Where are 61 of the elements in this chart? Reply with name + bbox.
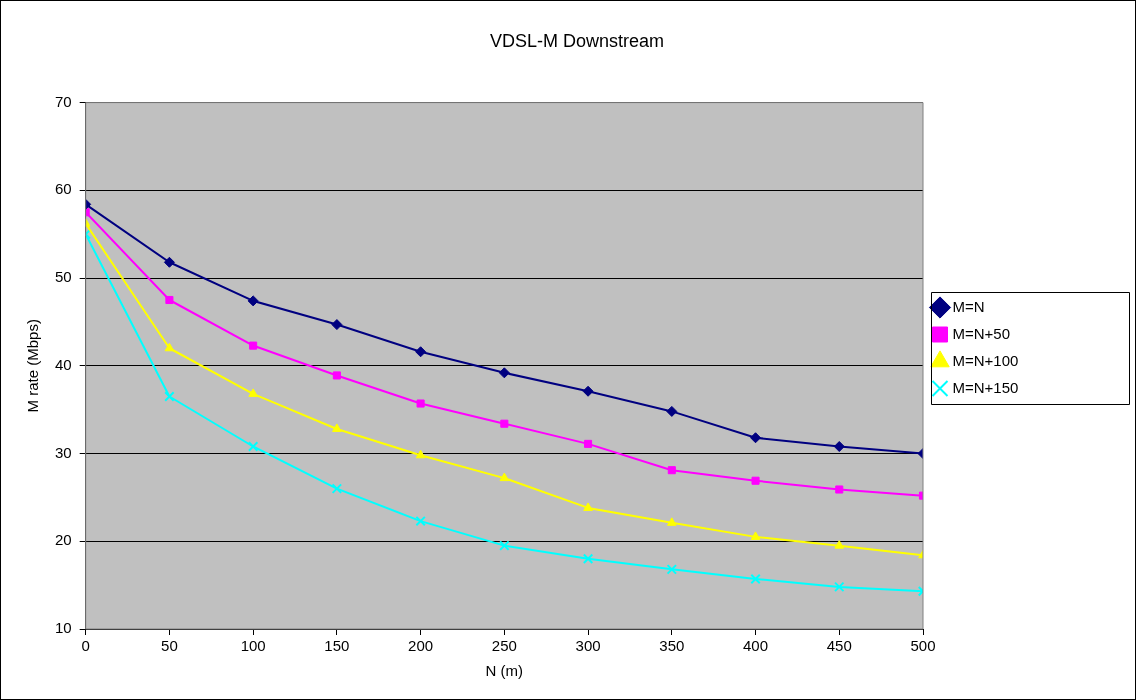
y-tick-label: 70 [55, 92, 72, 110]
point [249, 341, 258, 350]
point [666, 564, 678, 575]
x-axis-title: N (m) [485, 662, 524, 680]
point [331, 483, 343, 494]
point [500, 419, 509, 428]
point [751, 476, 760, 485]
point [667, 466, 676, 475]
point [165, 295, 174, 305]
point [416, 399, 425, 408]
point [499, 540, 510, 551]
x-tick-label: 250 [491, 637, 517, 655]
point [248, 388, 258, 397]
point [163, 256, 175, 268]
point [583, 502, 593, 511]
legend-label: M=N [952, 297, 985, 315]
y-tick-label: 50 [55, 268, 72, 286]
x-tick-label: 150 [324, 637, 350, 655]
point [835, 485, 844, 494]
point [666, 405, 678, 417]
legend-label: M=N+100 [952, 351, 1019, 369]
y-tick-label: 20 [55, 531, 72, 549]
y-tick-label: 40 [55, 355, 72, 373]
y-tick-label: 60 [55, 180, 72, 198]
x-tick-label: 350 [659, 637, 685, 655]
point [415, 346, 427, 358]
x-tick-label: 400 [743, 637, 769, 655]
point [584, 439, 593, 448]
legend-label: M=N+50 [952, 324, 1011, 342]
point [415, 449, 426, 459]
y-axis-title: M rate (Mbps) [24, 319, 42, 413]
point [247, 295, 259, 307]
point [415, 515, 426, 527]
point [499, 472, 510, 482]
x-tick-label: 200 [408, 637, 434, 655]
x-tick-label: 450 [826, 637, 852, 655]
point [332, 423, 342, 432]
point [834, 581, 845, 593]
point [332, 371, 341, 380]
point [498, 367, 510, 379]
point [164, 342, 175, 352]
y-tick-label: 10 [55, 619, 72, 637]
point [164, 391, 175, 402]
point [833, 441, 845, 453]
point [750, 531, 761, 540]
x-tick-label: 50 [161, 637, 178, 655]
point [582, 385, 594, 397]
x-tick-label: 100 [240, 637, 266, 655]
point [247, 441, 259, 452]
x-tick-label: 0 [81, 637, 90, 655]
x-tick-label: 500 [910, 637, 936, 655]
point [582, 553, 594, 565]
x-tick-label: 300 [575, 637, 601, 655]
point [834, 540, 845, 549]
point [331, 319, 343, 331]
y-tick-label: 30 [55, 443, 72, 461]
legend-label: M=N+150 [952, 378, 1019, 396]
point [750, 573, 761, 585]
point [750, 432, 762, 444]
chart-title: VDSL-M Downstream [489, 30, 665, 51]
point [666, 517, 677, 526]
